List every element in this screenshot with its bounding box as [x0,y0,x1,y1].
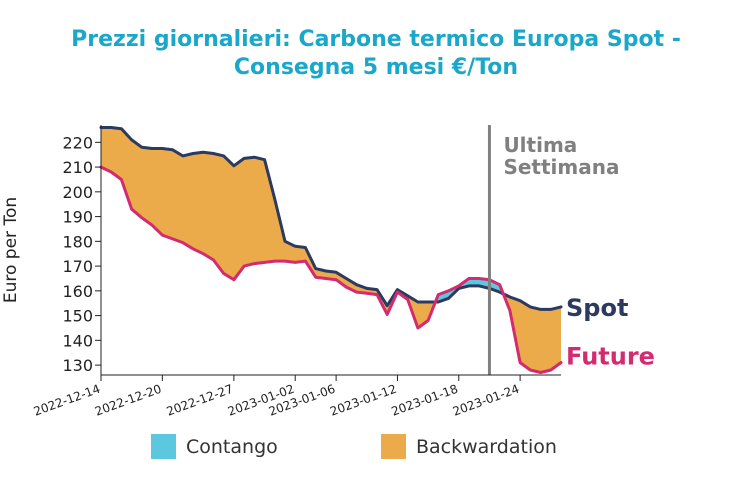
last-week-label-line-1: Ultima [503,133,577,157]
x-tick-label: 2023-01-18 [389,382,459,419]
fill-regions [101,127,561,373]
backwardation-region-2 [503,293,561,373]
x-tick-label: 2023-01-12 [328,382,398,419]
series-lines [99,126,563,374]
y-tick-label: 160 [62,282,93,301]
series-line-spot [99,126,563,311]
x-tick-label: 2022-12-27 [165,382,235,419]
x-tick-label: 2022-12-20 [93,382,163,419]
y-tick-label: 190 [62,208,93,227]
legend: Contango Backwardation [151,434,557,459]
y-axis-label: Euro per Ton [1,197,21,303]
legend-swatch-backwardation [381,434,406,459]
last-week-label-line-2: Settimana [503,155,619,179]
series-line-future [99,165,563,374]
y-tick-label: 140 [62,331,93,350]
y-tick-label: 170 [62,257,93,276]
contango-region-1 [435,278,504,302]
y-ticks: 130 140 150 160 170 180 190 200 210 220 [62,133,101,375]
chart-title-line-2: Consegna 5 mesi €/Ton [234,55,518,80]
y-tick-label: 220 [62,133,93,152]
y-tick-label: 180 [62,232,93,251]
y-tick-label: 200 [62,183,93,202]
legend-swatch-contango [151,434,176,459]
y-tick-label: 150 [62,307,93,326]
y-tick-label: 130 [62,356,93,375]
x-tick-label: 2022-12-14 [32,382,102,419]
series-label-spot: Spot [566,294,628,322]
legend-label-contango: Contango [186,436,278,458]
backwardation-region-0 [101,127,436,328]
y-tick-label: 210 [62,158,93,177]
chart-title-line-1: Prezzi giornalieri: Carbone termico Euro… [71,27,681,52]
plot-area: Ultima Settimana [99,125,619,375]
legend-label-backwardation: Backwardation [416,436,557,458]
x-tick-label: 2023-01-24 [451,382,521,419]
series-label-future: Future [566,343,655,371]
